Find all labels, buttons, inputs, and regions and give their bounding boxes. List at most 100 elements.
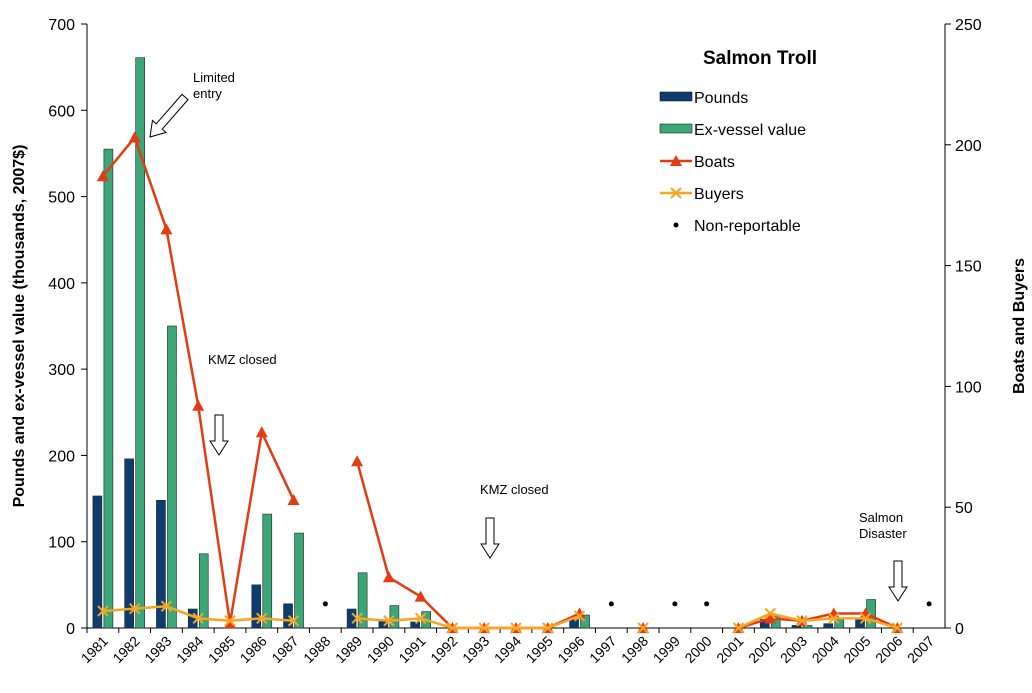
bar [135,57,145,629]
boats-marker [192,399,205,411]
buyers-marker [97,605,109,617]
boats-marker [287,493,300,505]
boats-marker [670,155,682,166]
y2-tick-label: 100 [955,379,982,396]
y2-tick-label: 50 [955,500,973,517]
buyers-marker [192,612,204,625]
x-tick-label: 1992 [427,633,460,666]
x-tick-label: 2000 [681,633,714,666]
line [357,614,581,630]
buyers-marker [256,612,268,625]
x-tick-label: 1987 [268,633,301,666]
bar [92,495,103,629]
bar [410,621,420,629]
bar [251,584,262,629]
buyers-marker [224,615,236,627]
buyers-marker [446,622,459,634]
x-tick-label: 1984 [173,633,206,666]
bar [294,532,304,629]
boats-marker [382,571,395,583]
annotation: Limited entry [193,70,239,101]
x-tick-label: 1981 [78,633,111,666]
bar [791,625,802,629]
x-tick-label: 1988 [300,633,333,666]
buyers-marker [796,615,808,627]
line [738,612,898,630]
y-axis-title: Pounds and ex-vessel value (thousands, 2… [11,145,28,508]
annotation-arrow [888,560,908,602]
x-tick-label: 2006 [872,633,905,666]
dot [322,601,328,607]
legend-title: Salmon Troll [703,48,817,69]
y-tick-label: 600 [48,103,75,120]
buyers-marker [287,615,300,627]
buyers-marker [828,612,840,625]
bar [389,605,400,629]
x-tick-label: 1998 [618,633,651,666]
boats-marker [414,590,427,602]
boats-marker [224,617,236,629]
buyers-marker [670,187,682,199]
dot [608,601,614,607]
boats-marker [351,455,364,467]
x-tick-label: 1999 [650,633,683,666]
y-tick-label: 500 [48,190,75,207]
x-tick-label: 1986 [237,633,270,666]
annotation: KMZ closed [480,482,549,497]
annotation-arrow [480,517,500,559]
legend-swatch [659,123,693,134]
bar [167,325,177,629]
buyers-marker [859,612,872,625]
buyers-marker [510,622,522,634]
annotation: KMZ closed [208,352,277,367]
dot [926,601,932,607]
x-tick-label: 1989 [332,633,365,666]
buyers-marker [764,607,776,620]
x-tick-label: 2002 [745,633,778,666]
buyers-marker [351,612,363,625]
x-tick-label: 1990 [364,633,397,666]
y-tick-label: 100 [48,535,75,552]
bar [156,499,166,629]
x-tick-label: 1993 [459,633,492,666]
bar [357,572,368,629]
x-tick-label: 2007 [904,633,937,666]
y2-axis-title: Boats and Buyers [1011,258,1028,394]
x-tick-label: 2003 [777,633,810,666]
buyers-marker [542,622,554,634]
x-tick-label: 1983 [141,633,174,666]
x-tick-label: 1997 [586,633,619,666]
boats-marker [255,426,268,438]
annotation-arrow [209,414,229,456]
buyers-marker [128,602,141,615]
boats-marker [96,170,109,182]
legend-label: Ex-vessel value [694,122,806,139]
boats-marker [128,131,141,143]
buyers-marker [637,622,649,634]
y-tick-label: 200 [48,448,75,465]
annotation: Salmon Disaster [859,510,907,541]
y-tick-label: 0 [66,621,75,638]
bar [346,608,357,629]
bar [802,625,813,629]
y2-tick-label: 150 [955,259,982,276]
bar [262,513,273,629]
boats-marker [160,223,173,235]
legend-swatch [659,91,693,102]
legend-dot [673,222,679,228]
dot [672,601,678,607]
legend-label: Non-reportable [694,218,801,235]
y2-tick-label: 200 [955,138,982,155]
line [737,612,898,630]
y-tick-label: 300 [48,362,75,379]
bar [823,623,834,629]
buyers-marker [478,622,490,634]
x-tick-label: 1985 [205,633,238,666]
y2-tick-label: 0 [955,621,964,638]
x-tick-label: 2004 [809,633,842,666]
bar [124,458,134,629]
buyers-marker [573,610,586,622]
x-tick-label: 1982 [109,633,142,666]
x-tick-label: 1996 [554,633,587,666]
